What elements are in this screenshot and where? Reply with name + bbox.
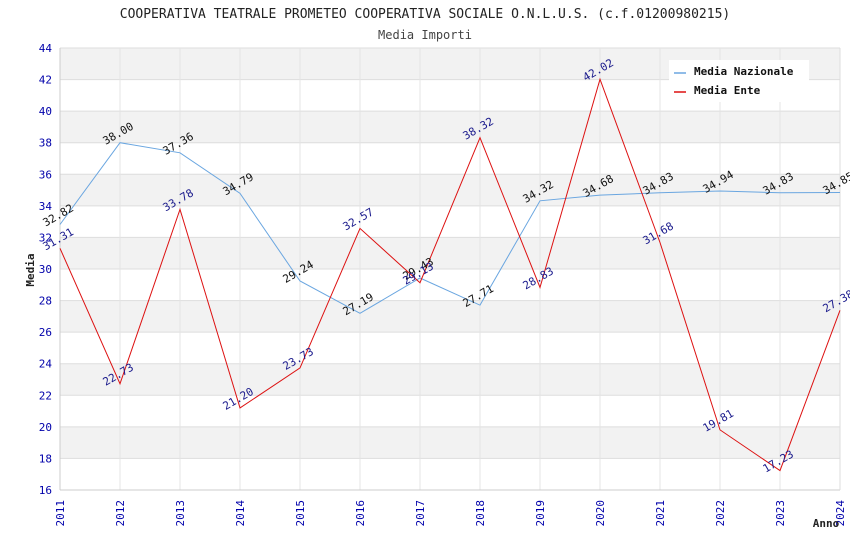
grid-band <box>60 363 840 396</box>
data-label-ente: 32.57 <box>341 205 376 233</box>
y-tick-label: 26 <box>39 326 52 339</box>
x-axis-label: Anno <box>813 517 840 530</box>
y-tick-label: 20 <box>39 421 52 434</box>
x-tick-label: 2012 <box>114 500 127 527</box>
grid-band <box>60 300 840 333</box>
y-tick-label: 18 <box>39 452 52 465</box>
y-tick-label: 36 <box>39 168 52 181</box>
y-axis-ticks: 16 18 20 22 24 26 28 30 32 34 36 38 40 42 44 <box>39 42 53 497</box>
y-tick-label: 34 <box>39 200 53 213</box>
y-tick-label: 44 <box>39 42 53 55</box>
x-tick-label: 2013 <box>174 500 187 527</box>
chart-title: COOPERATIVA TEATRALE PROMETEO COOPERATIV… <box>120 7 730 22</box>
y-tick-label: 38 <box>39 137 52 150</box>
y-tick-label: 42 <box>39 74 52 87</box>
legend-box <box>669 60 809 102</box>
y-tick-label: 32 <box>39 231 52 244</box>
x-tick-label: 2023 <box>774 500 787 527</box>
x-tick-label: 2011 <box>54 500 67 527</box>
axes <box>59 48 841 491</box>
chart-subtitle: Media Importi <box>378 28 472 42</box>
y-tick-label: 22 <box>39 389 52 402</box>
grid-band <box>60 237 840 269</box>
legend-label-ente: Media Ente <box>694 84 761 97</box>
series-line-nazionale <box>59 142 841 314</box>
series-line-ente <box>59 77 841 472</box>
y-tick-label: 28 <box>39 295 52 308</box>
x-tick-label: 2014 <box>234 500 247 527</box>
x-tick-label: 2022 <box>714 500 727 527</box>
y-tick-label: 40 <box>39 105 52 118</box>
y-tick-label: 16 <box>39 484 52 497</box>
x-tick-label: 2019 <box>534 500 547 527</box>
x-tick-label: 2024 <box>834 500 847 527</box>
series-lines <box>59 77 841 472</box>
y-tick-label: 30 <box>39 263 52 276</box>
grid-bands <box>60 48 840 459</box>
x-tick-label: 2017 <box>414 500 427 527</box>
x-tick-label: 2015 <box>294 500 307 527</box>
y-axis-label: Media <box>24 253 37 286</box>
y-tick-label: 24 <box>39 358 53 371</box>
grid-band <box>60 174 840 206</box>
legend: Media Nazionale Media Ente <box>669 60 809 102</box>
grid-band <box>60 426 840 459</box>
grid-band <box>60 111 840 143</box>
legend-label-nazionale: Media Nazionale <box>694 65 794 78</box>
x-tick-label: 2018 <box>474 500 487 527</box>
x-tick-label: 2020 <box>594 500 607 527</box>
x-tick-label: 2021 <box>654 500 667 527</box>
x-tick-label: 2016 <box>354 500 367 527</box>
x-axis-ticks: 2011 2012 2013 2014 2015 2016 2017 2018 2019 2020… <box>54 500 847 527</box>
